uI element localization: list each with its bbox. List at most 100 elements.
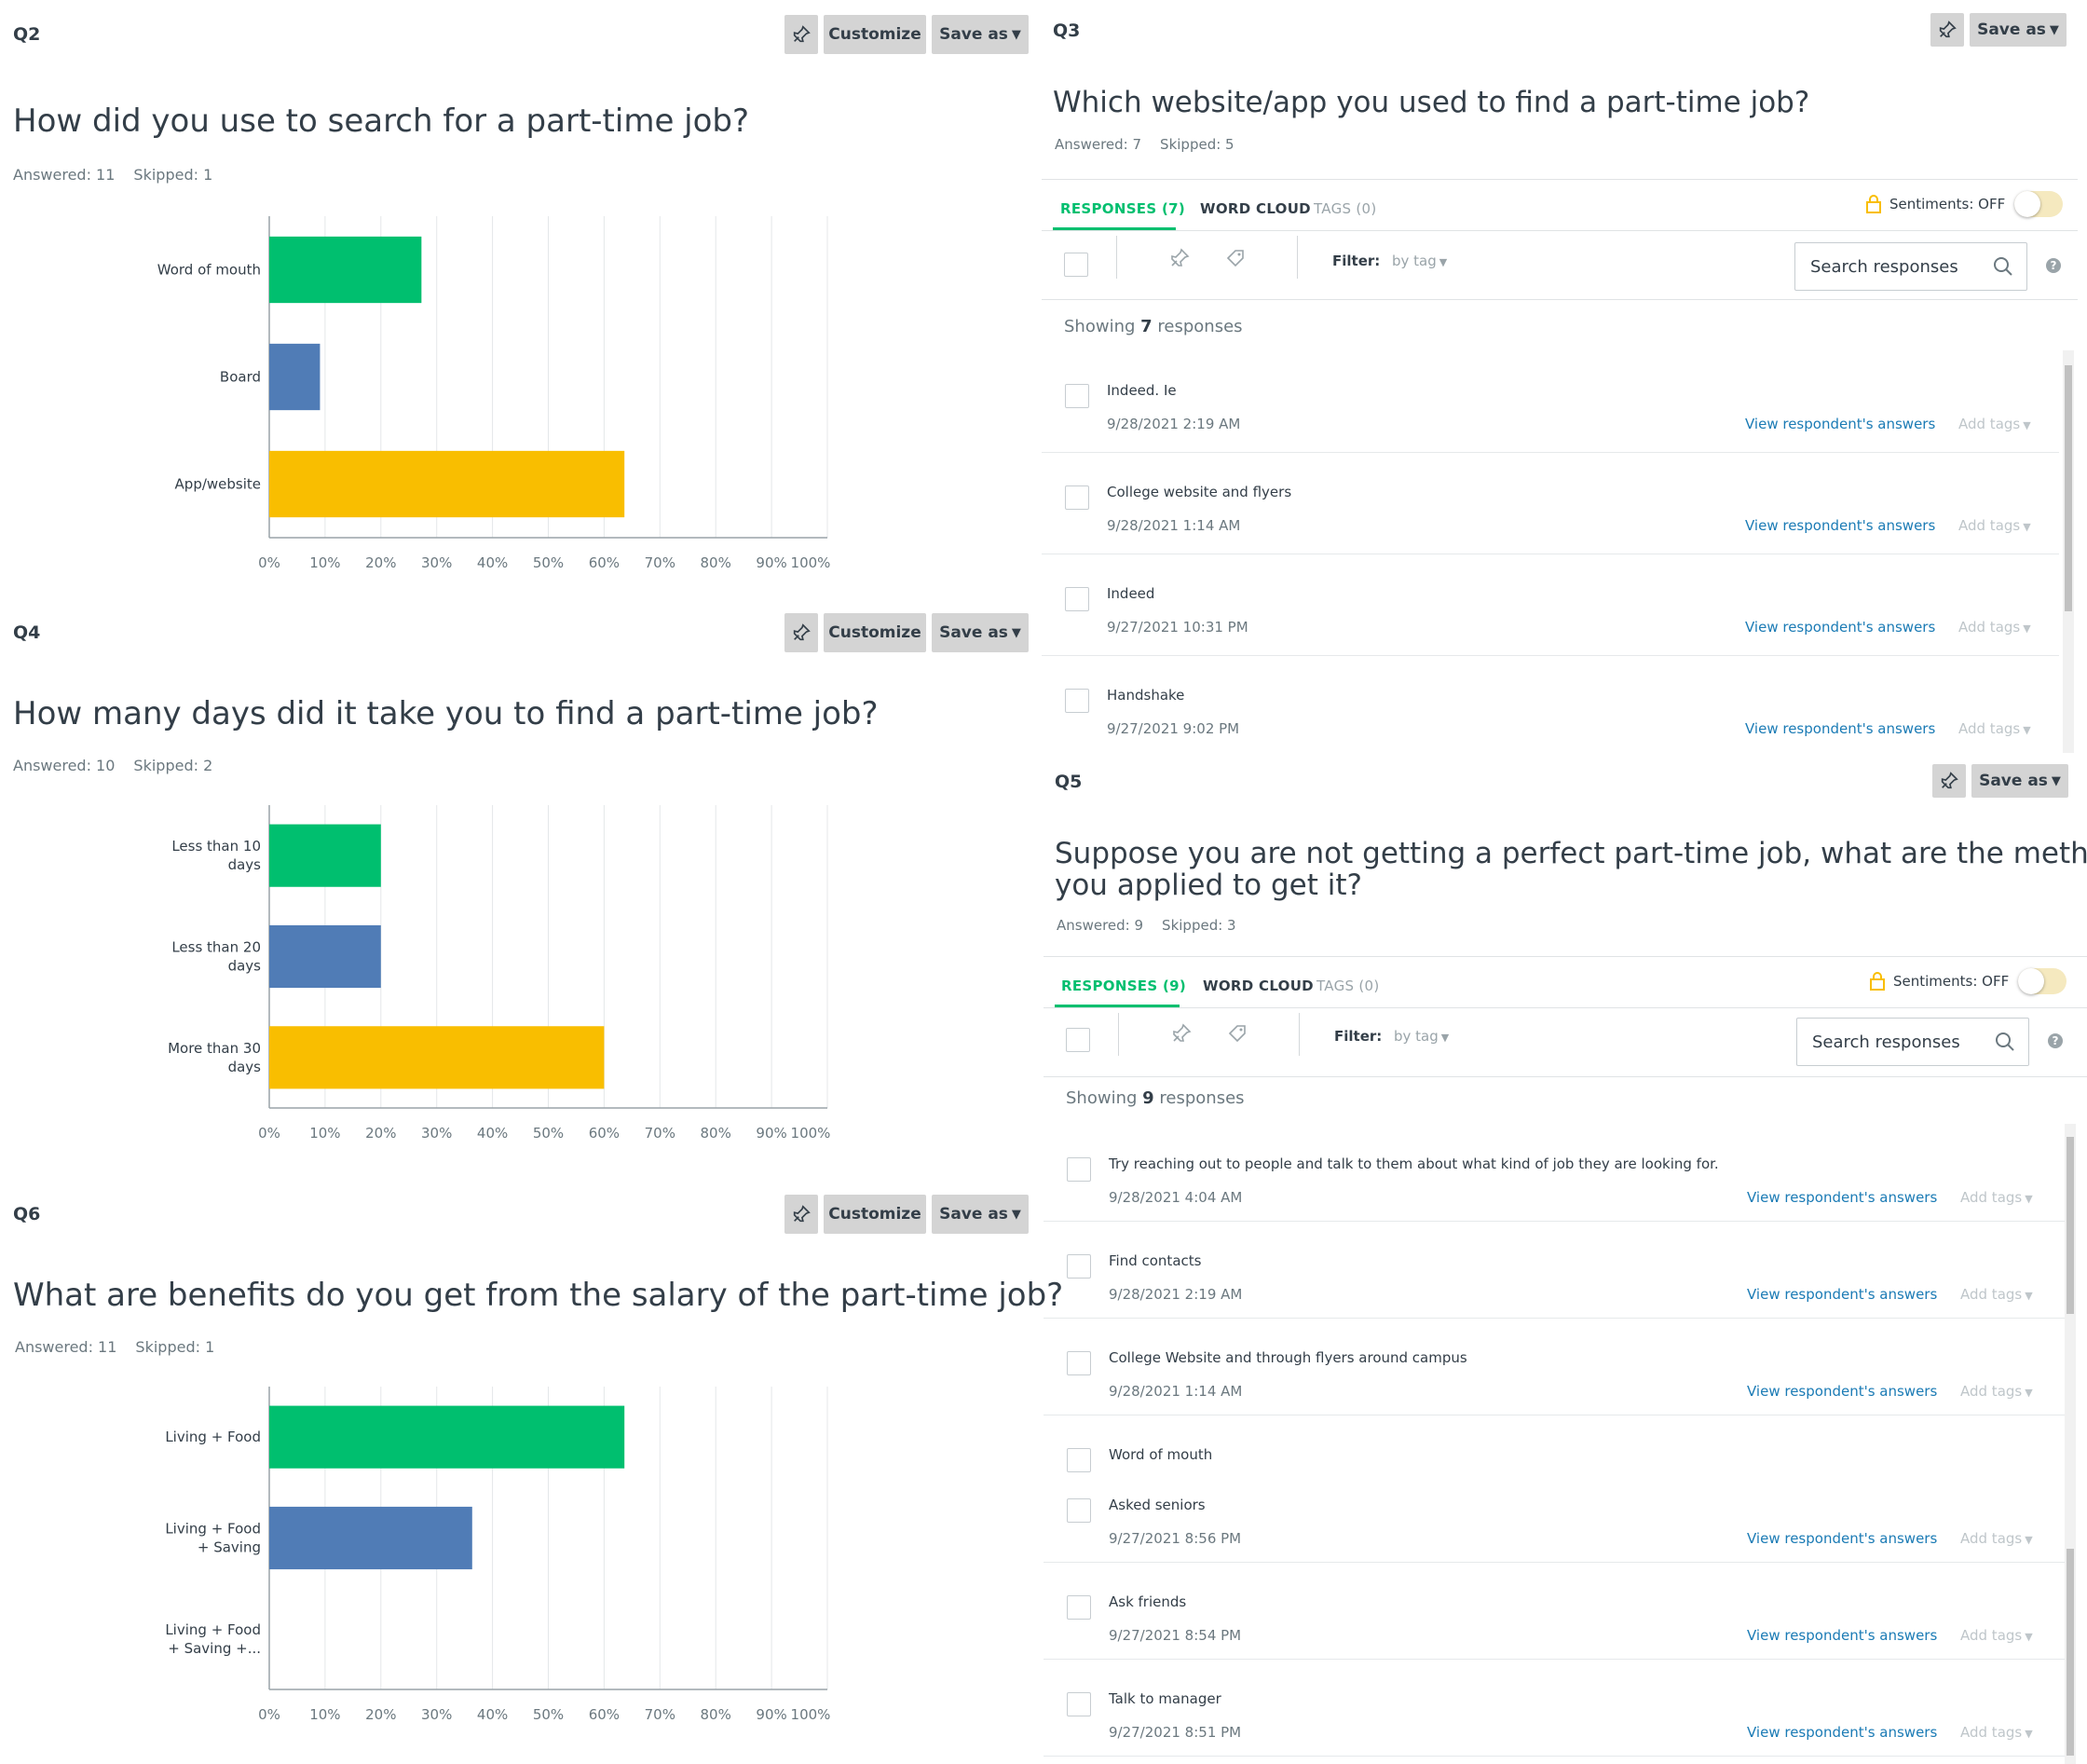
add-tags-dropdown[interactable]: Add tags ▼ — [1960, 1286, 2033, 1303]
pin-button[interactable] — [1930, 13, 1964, 47]
caret-down-icon: ▼ — [2023, 521, 2031, 533]
response-text: College website and flyers — [1107, 484, 1292, 500]
view-respondent-answers-link[interactable]: View respondent's answers — [1747, 1627, 1938, 1644]
scrollbar-thumb[interactable] — [2067, 1137, 2074, 1314]
pin-icon[interactable] — [1170, 1022, 1193, 1045]
tag-icon[interactable] — [1226, 1022, 1248, 1045]
bar[interactable] — [269, 1506, 472, 1570]
scrollbar-thumb[interactable] — [2065, 365, 2072, 611]
pin-icon[interactable] — [1168, 247, 1191, 269]
search-placeholder: Search responses — [1810, 256, 1958, 277]
bar[interactable] — [269, 824, 381, 887]
save-as-button[interactable]: Save as ▼ — [932, 15, 1029, 54]
add-tags-label: Add tags — [1960, 1189, 2023, 1206]
x-tick-label: 30% — [421, 1125, 452, 1142]
tab-word-cloud[interactable]: WORD CLOUD — [1200, 200, 1311, 217]
tab-responses[interactable]: RESPONSES (7) — [1060, 200, 1186, 217]
save-as-button[interactable]: Save as ▼ — [1970, 13, 2067, 47]
x-tick-label: 70% — [645, 1125, 675, 1142]
add-tags-dropdown[interactable]: Add tags ▼ — [1960, 1530, 2033, 1547]
view-respondent-answers-link[interactable]: View respondent's answers — [1747, 1383, 1938, 1400]
add-tags-dropdown[interactable]: Add tags ▼ — [1960, 1383, 2033, 1400]
pin-button[interactable] — [784, 15, 818, 54]
view-respondent-answers-link[interactable]: View respondent's answers — [1745, 517, 1936, 534]
customize-button[interactable]: Customize — [824, 613, 926, 652]
search-input[interactable]: Search responses — [1794, 242, 2027, 291]
tab-responses[interactable]: RESPONSES (9) — [1061, 978, 1187, 994]
view-respondent-answers-link[interactable]: View respondent's answers — [1747, 1530, 1938, 1547]
scrollbar[interactable] — [2063, 350, 2074, 753]
add-tags-dropdown[interactable]: Add tags ▼ — [1960, 1189, 2033, 1206]
response-text: Handshake — [1107, 687, 1185, 704]
response-checkbox[interactable] — [1067, 1157, 1091, 1182]
view-respondent-answers-link[interactable]: View respondent's answers — [1745, 416, 1936, 432]
lock-icon — [1870, 972, 1885, 991]
skipped-count: Skipped: 1 — [135, 1338, 215, 1356]
scrollbar[interactable] — [2065, 1124, 2076, 1764]
customize-button[interactable]: Customize — [824, 15, 926, 54]
add-tags-label: Add tags — [1960, 1286, 2023, 1303]
category-label: days — [228, 856, 262, 873]
view-respondent-answers-link[interactable]: View respondent's answers — [1745, 619, 1936, 636]
add-tags-dropdown[interactable]: Add tags ▼ — [1958, 416, 2031, 432]
tab-tags[interactable]: TAGS (0) — [1316, 978, 1380, 994]
sentiments-toggle[interactable] — [2014, 191, 2064, 217]
save-as-button[interactable]: Save as ▼ — [932, 1195, 1029, 1234]
x-tick-label: 60% — [589, 1125, 620, 1142]
response-checkbox[interactable] — [1065, 587, 1089, 611]
response-checkbox[interactable] — [1067, 1351, 1091, 1375]
add-tags-dropdown[interactable]: Add tags ▼ — [1958, 517, 2031, 534]
filter-dropdown[interactable]: by tag ▼ — [1394, 1028, 1449, 1045]
select-all-checkbox[interactable] — [1064, 253, 1088, 277]
view-respondent-answers-link[interactable]: View respondent's answers — [1747, 1189, 1938, 1206]
help-icon[interactable]: ? — [2046, 258, 2061, 273]
category-label: Less than 10 — [171, 838, 261, 855]
add-tags-dropdown[interactable]: Add tags ▼ — [1958, 619, 2031, 636]
add-tags-dropdown[interactable]: Add tags ▼ — [1958, 720, 2031, 737]
bar[interactable] — [269, 343, 321, 411]
response-checkbox[interactable] — [1065, 485, 1089, 510]
response-checkbox[interactable] — [1067, 1498, 1091, 1523]
add-tags-dropdown[interactable]: Add tags ▼ — [1960, 1724, 2033, 1741]
answered-count: Answered: 11 — [15, 1338, 117, 1356]
pin-button[interactable] — [1932, 764, 1966, 798]
select-all-checkbox[interactable] — [1066, 1028, 1090, 1052]
bar[interactable] — [269, 1405, 625, 1469]
bar[interactable] — [269, 236, 422, 304]
response-checkbox[interactable] — [1067, 1595, 1091, 1620]
pin-button[interactable] — [784, 1195, 818, 1234]
category-label: More than 30 — [168, 1040, 261, 1057]
tab-word-cloud[interactable]: WORD CLOUD — [1203, 978, 1314, 994]
view-respondent-answers-link[interactable]: View respondent's answers — [1747, 1724, 1938, 1741]
bar[interactable] — [269, 450, 625, 518]
response-date: 9/27/2021 9:02 PM — [1107, 720, 1240, 737]
view-respondent-answers-link[interactable]: View respondent's answers — [1747, 1286, 1938, 1303]
response-text: Indeed. Ie — [1107, 382, 1177, 399]
response-checkbox[interactable] — [1067, 1448, 1091, 1472]
scrollbar-thumb-lower[interactable] — [2067, 1549, 2074, 1756]
tab-tags[interactable]: TAGS (0) — [1314, 200, 1377, 217]
response-checkbox[interactable] — [1067, 1692, 1091, 1716]
help-icon[interactable]: ? — [2048, 1033, 2063, 1048]
view-respondent-answers-link[interactable]: View respondent's answers — [1745, 720, 1936, 737]
response-checkbox[interactable] — [1067, 1254, 1091, 1279]
sentiments-toggle[interactable] — [2018, 968, 2067, 994]
tag-icon[interactable] — [1224, 247, 1247, 269]
response-row: College website and flyers 9/28/2021 1:14… — [1042, 452, 2059, 554]
search-input[interactable]: Search responses — [1796, 1018, 2029, 1066]
category-label: + Saving +... — [168, 1640, 261, 1657]
response-checkbox[interactable] — [1065, 384, 1089, 408]
x-tick-label: 0% — [258, 1125, 280, 1142]
add-tags-dropdown[interactable]: Add tags ▼ — [1960, 1627, 2033, 1644]
pin-button[interactable] — [784, 613, 818, 652]
bar[interactable] — [269, 924, 381, 989]
response-checkbox[interactable] — [1065, 689, 1089, 713]
filter-dropdown[interactable]: by tag ▼ — [1392, 253, 1447, 269]
response-date: 9/28/2021 4:04 AM — [1109, 1189, 1243, 1206]
save-as-button[interactable]: Save as ▼ — [1971, 764, 2068, 798]
bar[interactable] — [269, 1026, 605, 1089]
add-tags-label: Add tags — [1960, 1530, 2023, 1547]
save-as-button[interactable]: Save as ▼ — [932, 613, 1029, 652]
showing-number: 7 — [1140, 317, 1153, 336]
customize-button[interactable]: Customize — [824, 1195, 926, 1234]
